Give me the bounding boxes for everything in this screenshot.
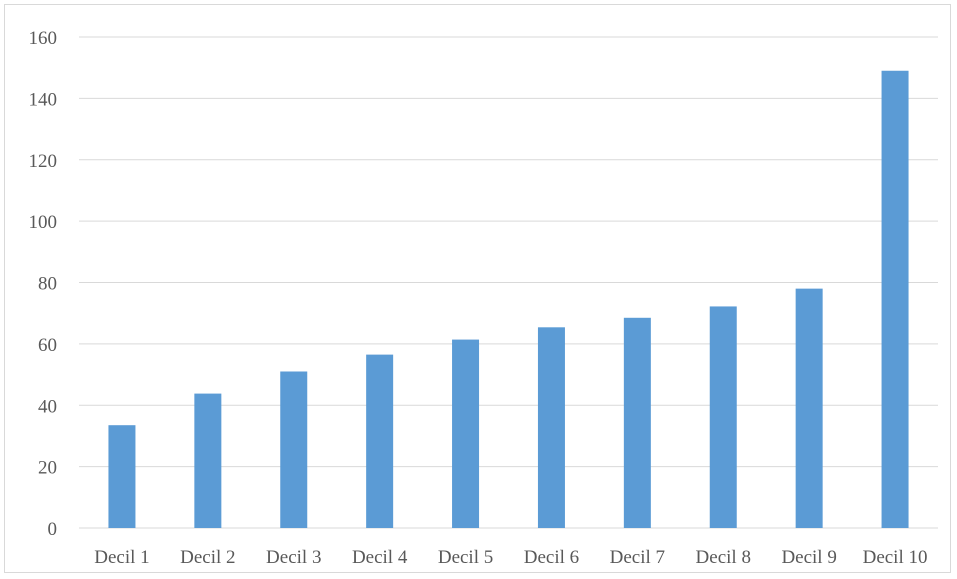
bars (108, 70, 909, 528)
bar-9 (795, 288, 823, 528)
y-tick-label: 140 (29, 89, 58, 110)
y-axis-tick-labels: 0 20 40 60 80 100 120 140 160 (29, 28, 58, 540)
bar-3 (280, 371, 308, 528)
bar-6 (537, 327, 565, 528)
bar-1 (108, 425, 136, 528)
x-tick-label: Decil 2 (180, 547, 235, 568)
bar-2 (194, 393, 222, 528)
x-tick-label: Decil 5 (438, 547, 493, 568)
x-tick-label: Decil 4 (352, 547, 408, 568)
y-tick-label: 20 (38, 458, 57, 479)
y-tick-label: 160 (29, 28, 58, 49)
bar-8 (709, 306, 737, 528)
y-tick-label: 120 (29, 151, 58, 172)
x-tick-label: Decil 6 (524, 547, 579, 568)
x-tick-label: Decil 9 (781, 547, 836, 568)
bar-10 (881, 70, 909, 528)
bar-7 (623, 317, 651, 528)
bar-5 (452, 339, 480, 528)
y-tick-label: 100 (29, 212, 58, 233)
y-tick-label: 80 (38, 274, 57, 295)
x-tick-label: Decil 3 (266, 547, 321, 568)
x-tick-label: Decil 7 (610, 547, 665, 568)
y-tick-label: 0 (48, 519, 58, 540)
x-tick-label: Decil 1 (94, 547, 149, 568)
y-tick-label: 40 (38, 396, 57, 417)
x-tick-label: Decil 8 (696, 547, 751, 568)
x-tick-label: Decil 10 (863, 547, 928, 568)
x-axis-tick-labels: Decil 1 Decil 2 Decil 3 Decil 4 Decil 5 Decil… (94, 547, 927, 568)
gridlines (79, 36, 938, 529)
y-tick-label: 60 (38, 335, 57, 356)
bar-4 (366, 354, 394, 528)
